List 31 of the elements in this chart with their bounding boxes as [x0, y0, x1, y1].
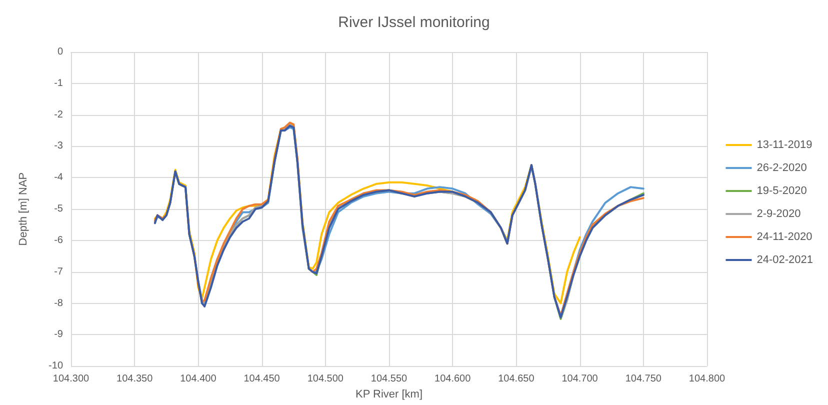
y-tick-label: -9: [54, 329, 64, 340]
y-tick-label: -3: [54, 140, 64, 152]
x-tick-label: 104.700: [562, 374, 598, 385]
x-tick-label: 104.300: [52, 374, 90, 385]
x-tick-label: 104.800: [688, 374, 726, 385]
y-tick-label: -1: [54, 78, 64, 89]
legend-label: 24-11-2020: [756, 231, 812, 243]
y-tick-label: -7: [54, 266, 64, 278]
legend-label: 13-11-2019: [756, 139, 812, 151]
chart-title: River IJssel monitoring: [338, 14, 490, 31]
legend-label: 26-2-2020: [756, 162, 807, 174]
y-tick-label: -6: [54, 234, 64, 246]
y-tick-label: -5: [54, 204, 64, 215]
x-tick-label: 104.550: [370, 374, 408, 385]
x-tick-label: 104.450: [244, 374, 280, 385]
y-tick-label: -2: [54, 109, 64, 120]
y-tick-label: -10: [48, 360, 64, 372]
x-axis-title: KP River [km]: [355, 388, 423, 400]
y-axis-title: Depth [m] NAP: [18, 172, 30, 246]
x-tick-label: 104.500: [307, 374, 344, 385]
y-tick-label: -8: [54, 298, 64, 309]
y-tick-label: -4: [54, 172, 64, 184]
legend-label: 24-02-2021: [756, 254, 814, 266]
legend-label: 19-5-2020: [756, 185, 807, 197]
y-tick-label: 0: [57, 46, 64, 58]
x-tick-label: 104.350: [116, 374, 154, 385]
x-tick-label: 104.400: [180, 374, 217, 385]
x-tick-label: 104.750: [625, 374, 662, 385]
legend-label: 2-9-2020: [756, 208, 801, 220]
x-tick-label: 104.600: [434, 374, 472, 385]
x-tick-label: 104.650: [498, 374, 535, 385]
